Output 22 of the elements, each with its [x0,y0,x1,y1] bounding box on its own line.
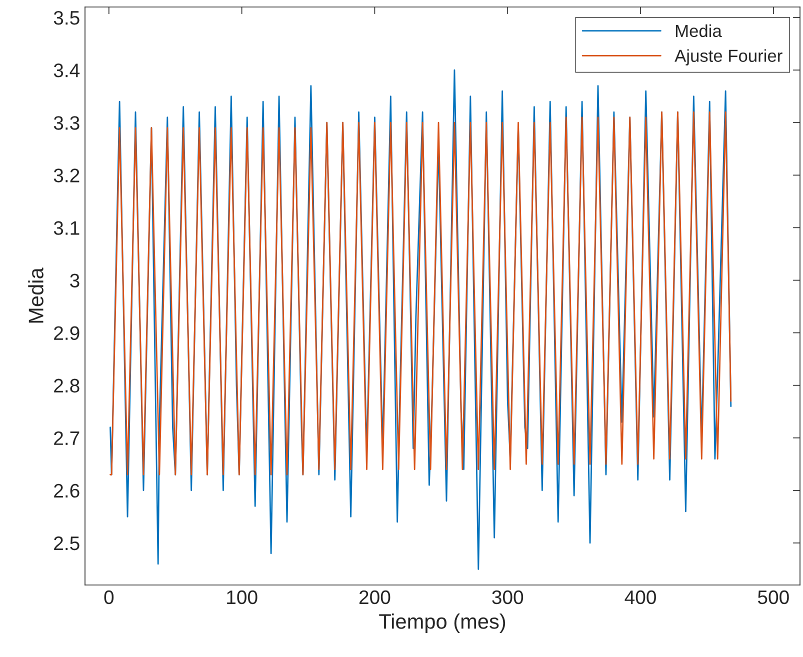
y-tick-label: 2.7 [54,431,80,445]
x-tick-label: 300 [492,590,524,604]
y-tick-label: 2.5 [54,536,80,550]
legend-label: Ajuste Fourier [674,49,782,66]
line-series [110,111,732,476]
y-tick-label: 2.9 [54,326,80,340]
x-tick-label: 100 [227,590,258,604]
y-tick-label: 2.8 [54,378,80,393]
legend-label: Media [676,24,722,38]
y-tick-label: 3.4 [54,64,80,78]
x-tick-label: 0 [104,590,114,604]
x-tick-label: 400 [624,590,656,604]
y-tick-label: 3 [70,274,80,288]
y-tick-label: 3.5 [54,10,80,25]
y-tick-label: 3.3 [54,116,80,130]
y-tick-label: 3.1 [54,221,80,235]
x-axis-title: Tiempo (mes) [379,614,506,633]
y-axis-title: Media [28,268,44,323]
y-tick-label: 3.2 [54,168,80,182]
x-tick-label: 500 [758,590,789,604]
x-tick-label: 200 [359,590,390,604]
y-tick-label: 2.6 [54,484,80,498]
